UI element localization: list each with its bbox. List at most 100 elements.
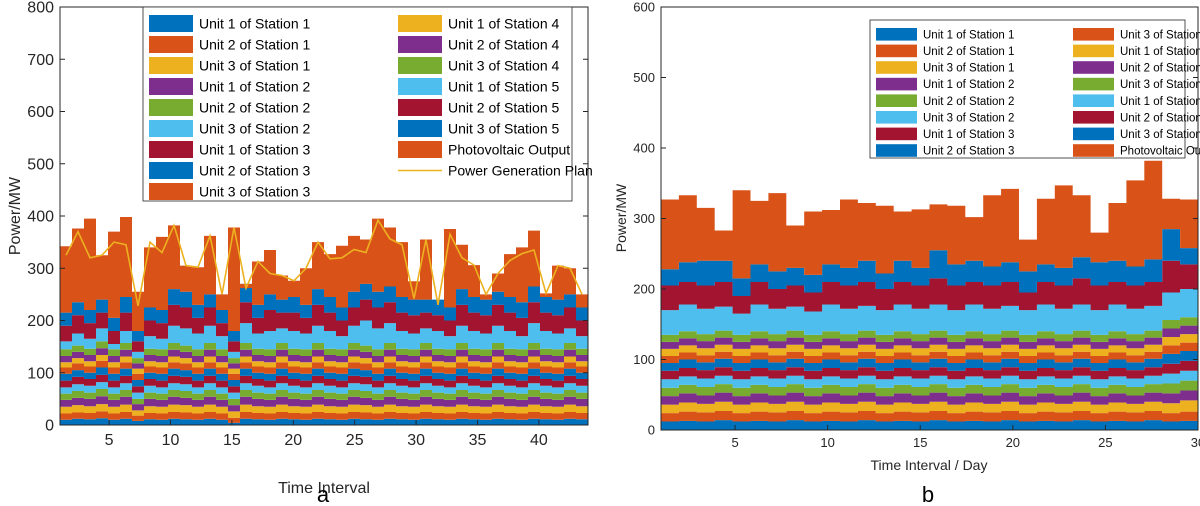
legend-swatch bbox=[876, 28, 917, 41]
legend-swatch bbox=[149, 99, 193, 116]
y-tick-label: 0 bbox=[648, 423, 655, 438]
y-tick-label: 100 bbox=[27, 365, 54, 382]
legend-label: Unit 1 of Station 4 bbox=[448, 16, 560, 32]
legend-swatch bbox=[1073, 111, 1114, 124]
panel-a-plan-line bbox=[65, 218, 583, 307]
panel-a-y-axis-label: Power/MW bbox=[7, 176, 24, 255]
area-series-1 bbox=[661, 420, 1198, 430]
legend-swatch bbox=[149, 120, 193, 137]
legend-swatch bbox=[1073, 127, 1114, 141]
area-photovoltaic-output bbox=[661, 160, 1198, 279]
x-tick-label: 15 bbox=[223, 432, 241, 449]
area-series-14 bbox=[661, 260, 1198, 314]
panel-a-x-ticks: 5 10 15 20 25 30 35 40 bbox=[105, 420, 548, 449]
legend-swatch bbox=[1073, 77, 1114, 91]
legend-label: Unit 1 of Station 2 bbox=[923, 79, 1014, 91]
legend-label: Unit 3 of Station 1 bbox=[923, 63, 1014, 75]
legend-swatch bbox=[876, 94, 917, 107]
legend-swatch bbox=[398, 57, 442, 74]
legend-label: Unit 1 of Station 4 bbox=[1120, 46, 1200, 58]
legend-label: Photovoltaic Output bbox=[1120, 146, 1200, 158]
legend-swatch bbox=[1073, 144, 1114, 157]
legend-swatch bbox=[398, 120, 442, 137]
panel-b-chart: 0 100 200 300 400 500 600 5 10 15 20 25 30 Time Int… bbox=[613, 0, 1200, 506]
panel-a-legend: Unit 1 of Station 1 Unit 2 of Station 1 Un… bbox=[142, 6, 593, 202]
y-tick-label: 100 bbox=[633, 352, 655, 367]
legend-label: Unit 2 of Station 5 bbox=[448, 100, 560, 116]
power-generation-plan-line bbox=[65, 218, 583, 307]
x-tick-label: 40 bbox=[530, 432, 548, 449]
x-tick-label: 10 bbox=[820, 435, 834, 450]
legend-label: Unit 1 of Station 5 bbox=[1120, 96, 1200, 108]
y-tick-label: 200 bbox=[633, 282, 655, 297]
y-tick-label: 400 bbox=[633, 141, 655, 156]
area-series-4 bbox=[661, 390, 1198, 405]
legend-label: Unit 3 of Station 3 bbox=[199, 184, 311, 200]
legend-swatch bbox=[149, 78, 193, 95]
legend-swatch bbox=[149, 162, 193, 179]
legend-swatch bbox=[149, 141, 193, 158]
y-tick-label: 200 bbox=[27, 313, 54, 330]
legend-label: Unit 2 of Station 2 bbox=[199, 100, 311, 116]
legend-label: Unit 2 of Station 5 bbox=[1120, 112, 1200, 124]
legend-label: Unit 3 of Station 5 bbox=[448, 121, 560, 137]
panel-b-label: b bbox=[922, 482, 934, 506]
panel-b-stacked-areas bbox=[661, 160, 1198, 430]
legend-swatch bbox=[1073, 28, 1114, 41]
y-tick-label: 0 bbox=[45, 418, 54, 435]
legend-label: Unit 1 of Station 1 bbox=[923, 29, 1014, 41]
legend-label: Unit 1 of Station 3 bbox=[199, 142, 311, 158]
x-tick-label: 10 bbox=[162, 432, 180, 449]
panel-a-x-axis-label: Time Interval bbox=[278, 480, 370, 497]
legend-swatch bbox=[876, 61, 917, 74]
legend-swatch bbox=[1073, 61, 1114, 74]
panel-a-label: a bbox=[317, 482, 330, 506]
legend-swatch bbox=[1073, 44, 1114, 58]
legend-label: Unit 1 of Station 2 bbox=[199, 79, 311, 95]
y-tick-label: 600 bbox=[633, 0, 655, 15]
legend-label: Unit 3 of Station 5 bbox=[1120, 129, 1200, 141]
legend-swatch bbox=[876, 127, 917, 141]
legend-swatch bbox=[876, 144, 917, 157]
legend-swatch bbox=[149, 15, 193, 32]
y-tick-label: 300 bbox=[633, 211, 655, 226]
legend-swatch bbox=[876, 44, 917, 58]
x-tick-label: 30 bbox=[1191, 435, 1200, 450]
legend-swatch bbox=[398, 78, 442, 95]
legend-label: Unit 3 of Station 4 bbox=[448, 58, 560, 74]
area-series-3 bbox=[60, 404, 588, 418]
y-tick-label: 500 bbox=[633, 70, 655, 85]
y-tick-label: 400 bbox=[27, 209, 54, 226]
x-tick-label: 30 bbox=[407, 432, 425, 449]
area-series-3 bbox=[661, 400, 1198, 414]
legend-label: Unit 2 of Station 4 bbox=[448, 37, 560, 53]
legend-label: Unit 3 of Station 3 bbox=[1120, 29, 1200, 41]
area-series-2 bbox=[661, 410, 1198, 422]
legend-swatch bbox=[876, 111, 917, 124]
x-tick-label: 25 bbox=[346, 432, 364, 449]
y-tick-label: 700 bbox=[27, 52, 54, 69]
x-tick-label: 35 bbox=[469, 432, 487, 449]
panel-a-y-ticks: 0 100 200 300 400 500 600 700 800 bbox=[27, 0, 588, 435]
x-tick-label: 5 bbox=[731, 435, 738, 450]
x-tick-label: 5 bbox=[105, 432, 114, 449]
legend-label: Photovoltaic Output bbox=[448, 142, 570, 158]
legend-label: Unit 2 of Station 1 bbox=[923, 46, 1014, 58]
legend-label: Unit 3 of Station 2 bbox=[923, 112, 1014, 124]
y-tick-label: 500 bbox=[27, 156, 54, 173]
legend-swatch bbox=[398, 15, 442, 32]
panel-b-y-axis-label: Power/MW bbox=[613, 183, 629, 252]
legend-swatch bbox=[398, 141, 442, 158]
legend-label: Unit 2 of Station 3 bbox=[923, 146, 1014, 158]
legend-swatch bbox=[1073, 94, 1114, 107]
legend-label: Unit 2 of Station 2 bbox=[923, 96, 1014, 108]
legend-label: Unit 3 of Station 2 bbox=[199, 121, 311, 137]
area-series-12 bbox=[661, 317, 1198, 342]
y-tick-label: 800 bbox=[27, 0, 54, 17]
legend-box bbox=[142, 6, 573, 202]
legend-label: Unit 2 of Station 4 bbox=[1120, 63, 1200, 75]
legend-swatch bbox=[398, 36, 442, 53]
legend-label: Unit 1 of Station 5 bbox=[448, 79, 560, 95]
legend-label: Unit 1 of Station 3 bbox=[923, 129, 1014, 141]
